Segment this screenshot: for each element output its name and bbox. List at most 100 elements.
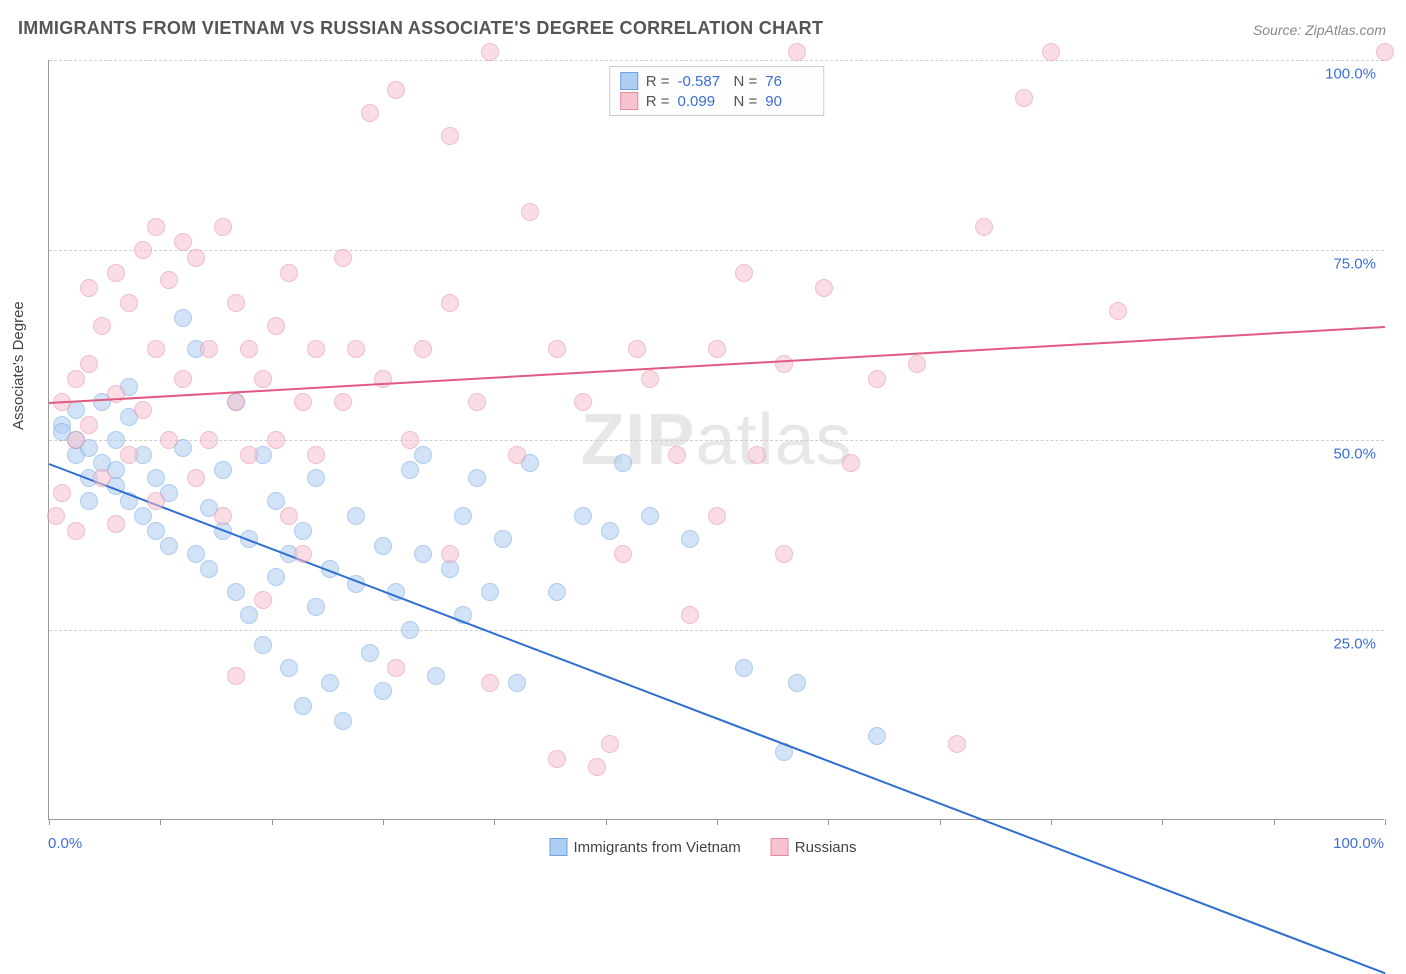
- scatter-point: [187, 469, 205, 487]
- x-tick: [1274, 819, 1275, 825]
- legend-stat-row: R =0.099N =90: [620, 91, 814, 111]
- scatter-point: [134, 401, 152, 419]
- scatter-point: [347, 507, 365, 525]
- legend-n-label: N =: [734, 93, 758, 110]
- scatter-point: [868, 727, 886, 745]
- scatter-point: [334, 712, 352, 730]
- scatter-point: [147, 340, 165, 358]
- scatter-point: [160, 431, 178, 449]
- legend-n-label: N =: [734, 73, 758, 90]
- scatter-point: [107, 385, 125, 403]
- scatter-point: [548, 340, 566, 358]
- scatter-point: [174, 233, 192, 251]
- scatter-point: [267, 492, 285, 510]
- x-tick: [272, 819, 273, 825]
- scatter-point: [134, 507, 152, 525]
- scatter-point: [1376, 43, 1394, 61]
- scatter-point: [107, 431, 125, 449]
- trend-line: [49, 463, 1386, 974]
- legend-series-item: Russians: [771, 838, 857, 856]
- x-tick: [160, 819, 161, 825]
- scatter-point: [307, 446, 325, 464]
- chart-container: IMMIGRANTS FROM VIETNAM VS RUSSIAN ASSOC…: [0, 0, 1406, 892]
- scatter-point: [67, 370, 85, 388]
- scatter-point: [240, 606, 258, 624]
- scatter-point: [174, 370, 192, 388]
- scatter-point: [93, 317, 111, 335]
- scatter-point: [67, 522, 85, 540]
- legend-n-value: 76: [765, 73, 813, 90]
- scatter-point: [107, 515, 125, 533]
- gridline-h: [49, 630, 1384, 631]
- scatter-point: [1109, 302, 1127, 320]
- x-axis-min-label: 0.0%: [48, 835, 82, 852]
- scatter-point: [307, 469, 325, 487]
- legend-r-value: 0.099: [678, 93, 726, 110]
- scatter-point: [160, 537, 178, 555]
- scatter-point: [361, 104, 379, 122]
- scatter-point: [80, 279, 98, 297]
- legend-swatch: [620, 72, 638, 90]
- scatter-point: [147, 522, 165, 540]
- scatter-point: [214, 507, 232, 525]
- scatter-point: [788, 43, 806, 61]
- x-tick: [49, 819, 50, 825]
- scatter-point: [47, 507, 65, 525]
- gridline-h: [49, 250, 1384, 251]
- x-tick: [717, 819, 718, 825]
- scatter-point: [614, 545, 632, 563]
- scatter-point: [1042, 43, 1060, 61]
- scatter-point: [414, 446, 432, 464]
- scatter-point: [174, 309, 192, 327]
- scatter-point: [414, 340, 432, 358]
- legend-r-label: R =: [646, 93, 670, 110]
- scatter-point: [80, 355, 98, 373]
- scatter-point: [908, 355, 926, 373]
- scatter-point: [548, 583, 566, 601]
- scatter-point: [574, 507, 592, 525]
- scatter-point: [708, 507, 726, 525]
- scatter-point: [601, 522, 619, 540]
- x-tick: [494, 819, 495, 825]
- scatter-point: [468, 393, 486, 411]
- scatter-point: [641, 370, 659, 388]
- legend-series-label: Immigrants from Vietnam: [574, 839, 741, 856]
- legend-series-label: Russians: [795, 839, 857, 856]
- scatter-point: [521, 203, 539, 221]
- scatter-point: [254, 591, 272, 609]
- x-tick: [606, 819, 607, 825]
- scatter-point: [614, 454, 632, 472]
- scatter-point: [134, 241, 152, 259]
- legend-stat-row: R =-0.587N =76: [620, 71, 814, 91]
- y-tick-label: 25.0%: [1333, 636, 1376, 653]
- scatter-point: [147, 492, 165, 510]
- y-tick-label: 75.0%: [1333, 256, 1376, 273]
- gridline-h: [49, 440, 1384, 441]
- x-tick: [1051, 819, 1052, 825]
- scatter-point: [481, 43, 499, 61]
- scatter-point: [788, 674, 806, 692]
- y-axis-title: Associate's Degree: [10, 301, 27, 430]
- legend-r-value: -0.587: [678, 73, 726, 90]
- legend-swatch: [550, 838, 568, 856]
- scatter-point: [401, 621, 419, 639]
- plot-area: ZIPatlas R =-0.587N =76R =0.099N =90 25.…: [48, 60, 1384, 820]
- scatter-point: [200, 340, 218, 358]
- scatter-point: [80, 492, 98, 510]
- scatter-point: [187, 545, 205, 563]
- scatter-point: [160, 271, 178, 289]
- scatter-point: [668, 446, 686, 464]
- scatter-point: [481, 674, 499, 692]
- source-attribution: Source: ZipAtlas.com: [1253, 22, 1386, 38]
- legend-series-item: Immigrants from Vietnam: [550, 838, 741, 856]
- y-tick-label: 100.0%: [1325, 66, 1376, 83]
- scatter-point: [267, 568, 285, 586]
- legend-swatch: [771, 838, 789, 856]
- scatter-point: [441, 294, 459, 312]
- scatter-point: [708, 340, 726, 358]
- scatter-point: [374, 682, 392, 700]
- scatter-point: [107, 264, 125, 282]
- scatter-point: [735, 264, 753, 282]
- scatter-point: [80, 416, 98, 434]
- scatter-point: [468, 469, 486, 487]
